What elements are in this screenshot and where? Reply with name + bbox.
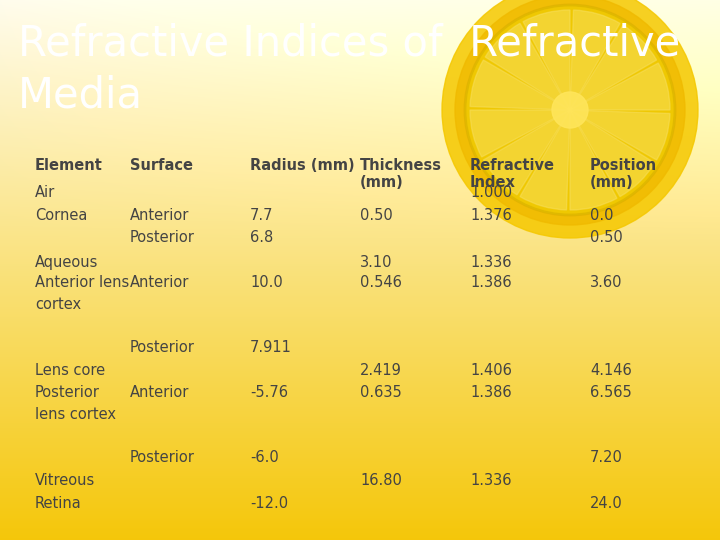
Circle shape [455, 0, 685, 225]
Text: 6.8: 6.8 [250, 230, 274, 245]
Text: 6.565: 6.565 [590, 385, 631, 400]
Text: Refractive
Index: Refractive Index [470, 158, 555, 191]
Circle shape [442, 0, 698, 238]
Wedge shape [570, 10, 620, 110]
Text: 0.50: 0.50 [360, 208, 392, 223]
Text: 2.419: 2.419 [360, 363, 402, 378]
Text: 1.376: 1.376 [470, 208, 512, 223]
Text: Retina: Retina [35, 496, 82, 511]
Text: Posterior: Posterior [130, 450, 195, 465]
Text: 10.0: 10.0 [250, 275, 283, 290]
Text: 0.546: 0.546 [360, 275, 402, 290]
Text: Surface: Surface [130, 158, 193, 173]
Text: Posterior: Posterior [130, 340, 195, 355]
Text: 7.7: 7.7 [250, 208, 274, 223]
Text: Anterior: Anterior [130, 385, 189, 400]
Text: 4.146: 4.146 [590, 363, 631, 378]
Text: 1.336: 1.336 [470, 473, 511, 488]
Wedge shape [520, 110, 570, 210]
Text: Aqueous: Aqueous [35, 255, 99, 270]
Wedge shape [570, 110, 654, 197]
Text: cortex: cortex [35, 297, 81, 312]
Text: 0.50: 0.50 [590, 230, 623, 245]
Text: Air: Air [35, 185, 55, 200]
Text: Anterior lens: Anterior lens [35, 275, 130, 290]
Text: Refractive Indices of  Refractive: Refractive Indices of Refractive [18, 22, 680, 64]
Text: Anterior: Anterior [130, 275, 189, 290]
Text: Element: Element [35, 158, 103, 173]
Text: 1.386: 1.386 [470, 385, 512, 400]
Text: Radius (mm): Radius (mm) [250, 158, 355, 173]
Wedge shape [485, 23, 570, 110]
Text: Media: Media [18, 75, 143, 117]
Text: Position
(mm): Position (mm) [590, 158, 657, 191]
Text: Cornea: Cornea [35, 208, 87, 223]
Wedge shape [483, 110, 570, 195]
Text: 1.336: 1.336 [470, 255, 511, 270]
Wedge shape [570, 110, 670, 160]
Text: Posterior: Posterior [35, 385, 100, 400]
Text: Anterior: Anterior [130, 208, 189, 223]
Circle shape [465, 5, 675, 215]
Text: Posterior: Posterior [130, 230, 195, 245]
Text: Vitreous: Vitreous [35, 473, 95, 488]
Wedge shape [570, 63, 670, 110]
Wedge shape [570, 110, 617, 210]
Text: -6.0: -6.0 [250, 450, 279, 465]
Text: -12.0: -12.0 [250, 496, 288, 511]
Wedge shape [570, 25, 657, 110]
Wedge shape [523, 10, 570, 110]
Text: 7.911: 7.911 [250, 340, 292, 355]
Circle shape [552, 92, 588, 128]
Text: 1.386: 1.386 [470, 275, 512, 290]
Text: Thickness
(mm): Thickness (mm) [360, 158, 442, 191]
Text: lens cortex: lens cortex [35, 407, 116, 422]
Text: 3.10: 3.10 [360, 255, 392, 270]
Text: 0.0: 0.0 [590, 208, 613, 223]
Text: 1.406: 1.406 [470, 363, 512, 378]
Text: 16.80: 16.80 [360, 473, 402, 488]
Text: 3.60: 3.60 [590, 275, 623, 290]
Text: 1.000: 1.000 [470, 185, 512, 200]
Wedge shape [470, 60, 570, 110]
Text: Lens core: Lens core [35, 363, 105, 378]
Text: 0.635: 0.635 [360, 385, 402, 400]
Text: 7.20: 7.20 [590, 450, 623, 465]
Wedge shape [470, 110, 570, 157]
Text: 24.0: 24.0 [590, 496, 623, 511]
Text: -5.76: -5.76 [250, 385, 288, 400]
